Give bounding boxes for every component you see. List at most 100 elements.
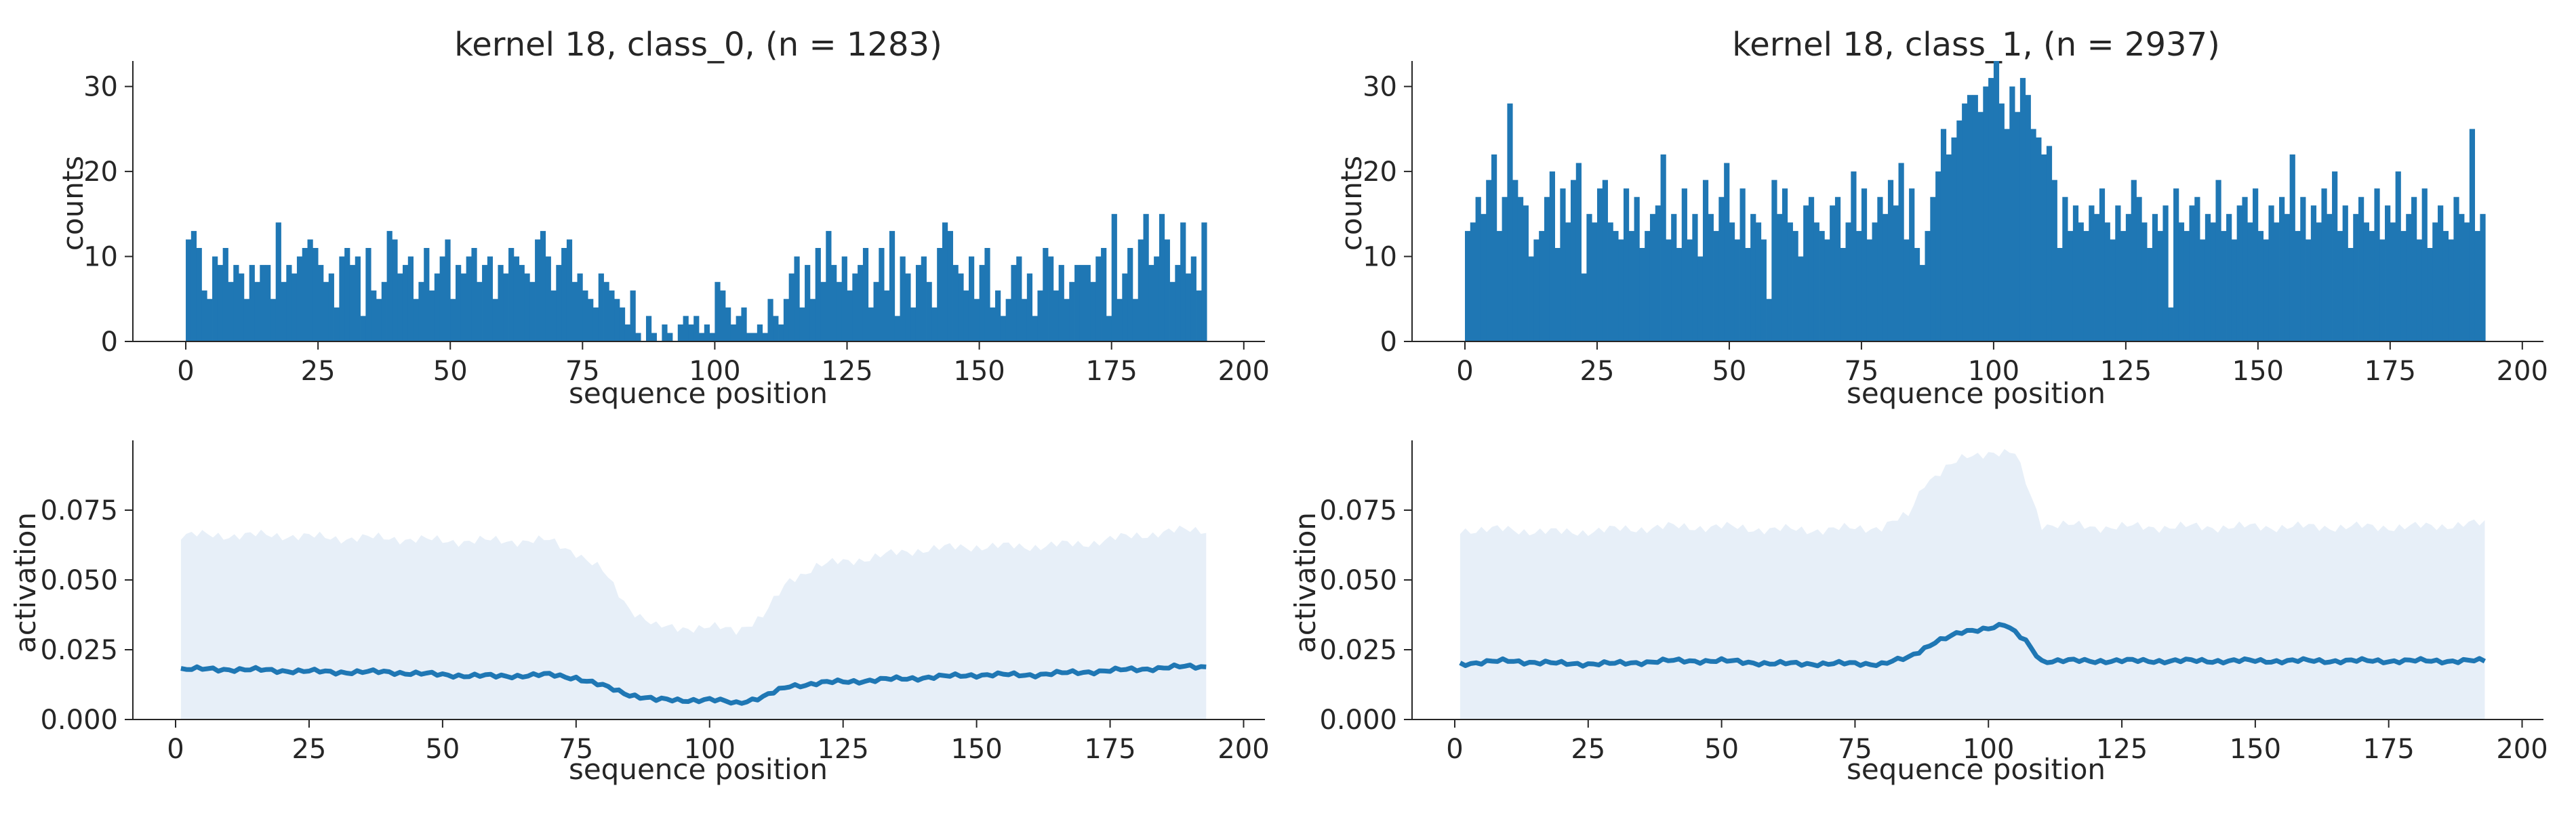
bar <box>1549 171 1555 341</box>
bar <box>1058 265 1064 341</box>
x-tick-label: 200 <box>2497 356 2548 387</box>
bar <box>2083 230 2089 341</box>
bar <box>524 273 530 341</box>
bar <box>1116 299 1123 341</box>
x-tick-label: 75 <box>565 356 600 387</box>
bar <box>1607 222 1613 341</box>
bar <box>2152 213 2158 341</box>
bar <box>884 290 890 341</box>
bar <box>1877 196 1883 341</box>
bar <box>915 265 922 341</box>
bar <box>1956 120 1963 341</box>
chart-marks <box>180 525 1207 720</box>
bar <box>498 265 504 341</box>
bar <box>2099 188 2106 341</box>
panel-class1-histogram: kernel 18, class_1, (n = 2937) 0 25 50 75 10… <box>1335 26 2548 410</box>
bar <box>270 299 277 341</box>
bar <box>1022 299 1028 341</box>
bar <box>730 324 737 341</box>
x-tick-label: 75 <box>1838 734 1872 765</box>
bar <box>482 265 488 341</box>
bar <box>831 265 837 341</box>
bar <box>2374 188 2380 341</box>
bar <box>973 299 980 341</box>
bar <box>1951 137 1957 341</box>
bar <box>2210 222 2216 341</box>
bar <box>349 265 356 341</box>
x-tick-label: 150 <box>953 356 1005 387</box>
bar <box>1164 239 1170 341</box>
bar <box>1602 180 1608 341</box>
bar <box>1101 248 1107 341</box>
bar <box>413 299 419 341</box>
bar <box>1782 188 1788 341</box>
bar <box>508 248 515 341</box>
bar <box>456 265 462 341</box>
bar <box>826 230 832 341</box>
bar <box>1851 171 1857 341</box>
bar <box>1946 154 1952 341</box>
bar <box>2279 196 2285 341</box>
bar <box>2427 248 2433 341</box>
bar <box>339 256 345 341</box>
bar <box>1645 230 1651 341</box>
panel-title: kernel 18, class_1, (n = 2937) <box>1732 26 2220 64</box>
bar <box>1502 196 1508 341</box>
x-tick-label: 175 <box>1086 356 1138 387</box>
bar <box>926 282 932 341</box>
bar <box>1496 230 1502 341</box>
bar <box>2141 222 2148 341</box>
bar <box>847 290 853 341</box>
bar <box>1898 163 1904 342</box>
bar <box>592 307 599 341</box>
bar <box>2442 230 2449 341</box>
bar <box>2459 213 2465 341</box>
bar <box>529 282 536 341</box>
bar <box>1676 248 1683 341</box>
bar <box>1196 290 1202 341</box>
bar <box>767 299 773 341</box>
bar <box>2453 196 2459 341</box>
bar <box>1861 188 1868 341</box>
bar <box>1011 265 1017 341</box>
panel-title: kernel 18, class_0, (n = 1283) <box>454 26 942 64</box>
x-tick-label: 125 <box>818 734 869 765</box>
bar <box>2411 196 2417 341</box>
bar <box>2194 196 2200 341</box>
bar <box>1090 282 1096 341</box>
bar <box>1893 205 1899 341</box>
bar <box>1528 256 1534 341</box>
bar <box>2226 213 2232 341</box>
bar <box>1666 239 1672 341</box>
x-axis-label: sequence position <box>569 377 828 410</box>
x-axis-label: sequence position <box>569 753 828 786</box>
bar <box>1586 213 1592 341</box>
bar <box>609 290 615 341</box>
bar <box>477 282 483 341</box>
bar <box>360 316 366 341</box>
bar <box>1681 188 1687 341</box>
bar <box>386 230 393 341</box>
bar <box>947 230 953 341</box>
x-tick-label: 100 <box>1963 734 2014 765</box>
bar <box>1628 230 1634 341</box>
bar <box>1697 256 1704 341</box>
bar <box>2321 188 2327 341</box>
bar <box>1798 256 1804 341</box>
bar <box>2189 205 2195 341</box>
x-tick-label: 25 <box>1571 734 1605 765</box>
bar <box>1760 239 1767 341</box>
bar <box>392 239 398 341</box>
bar <box>519 265 525 341</box>
bar <box>603 282 609 341</box>
y-tick-label: 0.075 <box>1319 495 1397 526</box>
y-axis-label: activation <box>1289 512 1322 653</box>
bar <box>990 307 996 341</box>
x-tick-label: 0 <box>1456 356 1473 387</box>
bar <box>1750 213 1756 341</box>
bar <box>942 222 948 341</box>
bar <box>239 273 245 341</box>
x-tick-label: 125 <box>2100 356 2152 387</box>
bar <box>1575 163 1582 342</box>
bar <box>788 273 794 341</box>
